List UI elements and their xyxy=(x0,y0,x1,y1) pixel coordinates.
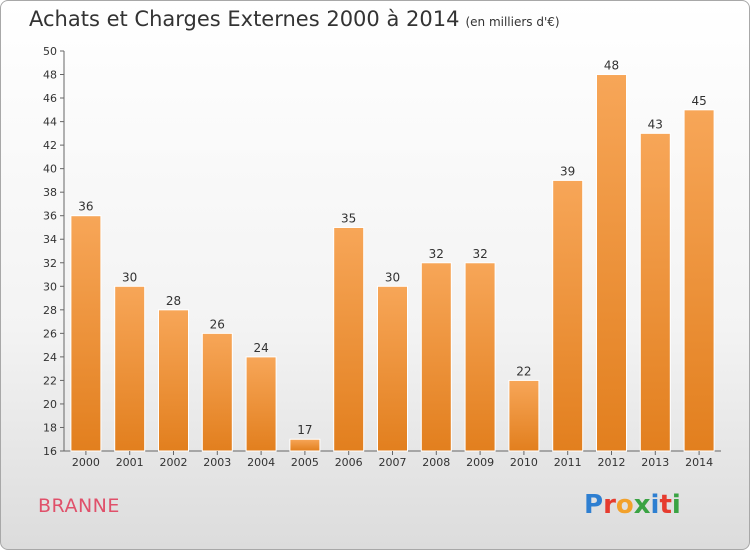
y-tick-label: 32 xyxy=(43,257,57,270)
bar xyxy=(420,262,452,452)
logo-letter: i xyxy=(650,490,660,520)
data-label: 45 xyxy=(691,94,706,108)
y-tick-label: 18 xyxy=(43,421,57,434)
data-label: 35 xyxy=(341,211,356,225)
y-tick-label: 30 xyxy=(43,280,57,293)
y-tick-label: 28 xyxy=(43,304,57,317)
logo-letter: P xyxy=(584,490,604,520)
y-tick-label: 26 xyxy=(43,327,57,340)
y-tick-label: 34 xyxy=(43,233,57,246)
logo-letter: i xyxy=(671,490,681,520)
x-tick-label: 2014 xyxy=(685,456,713,469)
y-tick-label: 46 xyxy=(43,92,57,105)
proxiti-logo: Proxiti xyxy=(584,490,681,520)
bar xyxy=(464,262,496,452)
x-tick-label: 2010 xyxy=(510,456,538,469)
data-label: 22 xyxy=(516,364,531,378)
y-tick-label: 48 xyxy=(43,69,57,82)
y-tick-label: 44 xyxy=(43,116,57,129)
y-tick-label: 38 xyxy=(43,186,57,199)
bar xyxy=(596,74,627,452)
x-tick-label: 2012 xyxy=(598,456,626,469)
bar xyxy=(639,132,671,452)
x-tick-label: 2013 xyxy=(641,456,669,469)
x-tick-label: 2011 xyxy=(554,456,582,469)
x-tick-label: 2000 xyxy=(72,456,100,469)
y-tick-label: 16 xyxy=(43,445,57,458)
y-tick-label: 20 xyxy=(43,398,57,411)
y-tick-label: 36 xyxy=(43,210,57,223)
y-tick-label: 50 xyxy=(43,45,57,58)
bar xyxy=(508,379,540,452)
chart-title: Achats et Charges Externes 2000 à 2014 (e… xyxy=(29,7,560,31)
chart-title-text: Achats et Charges Externes 2000 à 2014 xyxy=(29,7,460,31)
logo-letter: o xyxy=(615,490,634,520)
bar xyxy=(245,356,277,452)
data-label: 26 xyxy=(210,317,225,331)
logo-letter: x xyxy=(633,490,651,520)
bar xyxy=(158,309,189,452)
data-label: 48 xyxy=(604,59,619,73)
data-label: 30 xyxy=(122,270,137,284)
data-label: 32 xyxy=(429,247,444,261)
data-label: 43 xyxy=(648,117,663,131)
bar xyxy=(377,285,408,452)
data-label: 24 xyxy=(253,341,268,355)
data-label: 32 xyxy=(472,247,487,261)
x-tick-label: 2006 xyxy=(335,456,363,469)
bar xyxy=(289,438,321,452)
data-label: 36 xyxy=(78,200,93,214)
x-tick-label: 2001 xyxy=(116,456,144,469)
x-tick-label: 2004 xyxy=(247,456,275,469)
place-name: BRANNE xyxy=(38,495,120,517)
y-tick-label: 22 xyxy=(43,374,57,387)
data-label: 28 xyxy=(166,294,181,308)
bar xyxy=(683,109,715,452)
data-label: 30 xyxy=(385,270,400,284)
bar xyxy=(552,179,584,452)
y-tick-label: 24 xyxy=(43,351,57,364)
x-tick-label: 2003 xyxy=(203,456,231,469)
x-tick-label: 2007 xyxy=(379,456,407,469)
data-label: 39 xyxy=(560,164,575,178)
x-tick-label: 2008 xyxy=(422,456,450,469)
y-tick-label: 40 xyxy=(43,163,57,176)
bar xyxy=(70,215,102,452)
x-tick-label: 2002 xyxy=(160,456,188,469)
logo-letter: r xyxy=(603,490,616,520)
bar xyxy=(201,332,233,452)
chart-subtitle: (en milliers d'€) xyxy=(465,15,560,29)
bar xyxy=(114,285,146,452)
x-tick-label: 2005 xyxy=(291,456,319,469)
data-label: 17 xyxy=(297,423,312,437)
y-tick-label: 42 xyxy=(43,139,57,152)
x-tick-label: 2009 xyxy=(466,456,494,469)
bar xyxy=(333,226,365,452)
logo-letter: t xyxy=(659,490,672,520)
